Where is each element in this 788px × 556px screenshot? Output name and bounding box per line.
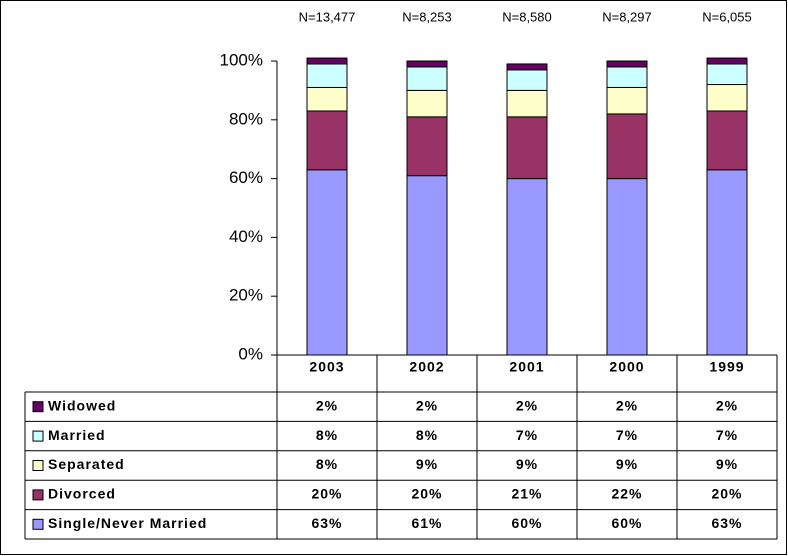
value-label: 20%: [311, 486, 342, 502]
bar-segment: [506, 116, 548, 180]
bar-segment: [506, 63, 548, 71]
legend-swatch: [32, 401, 44, 413]
x-tick-label: 2003: [309, 359, 344, 375]
bar-segment: [606, 66, 648, 88]
bar-segment: [506, 178, 548, 356]
bar-segment: [606, 113, 648, 180]
bar-segment: [306, 110, 348, 171]
y-tick-label: 60%: [229, 168, 263, 187]
value-label: 9%: [416, 456, 438, 472]
annotation: N=8,297: [602, 9, 652, 24]
x-tick-label: 1999: [709, 359, 744, 375]
bar-segment: [606, 86, 648, 115]
value-label: 2%: [316, 397, 338, 413]
bar-segment: [406, 66, 448, 91]
value-label: 61%: [411, 515, 442, 531]
value-label: 63%: [311, 515, 342, 531]
bar-segment: [306, 63, 348, 88]
x-tick-label: 2001: [509, 359, 544, 375]
value-label: 20%: [711, 486, 742, 502]
value-label: 7%: [516, 427, 538, 443]
bar-segment: [406, 89, 448, 118]
value-label: 2%: [416, 397, 438, 413]
y-tick-label: 20%: [229, 286, 263, 305]
legend-label: Widowed: [48, 397, 116, 413]
value-label: 20%: [411, 486, 442, 502]
bar-segment: [306, 86, 348, 112]
value-label: 7%: [616, 427, 638, 443]
x-tick-label: 2002: [409, 359, 444, 375]
value-label: 2%: [716, 397, 738, 413]
value-label: 63%: [711, 515, 742, 531]
value-label: 9%: [716, 456, 738, 472]
annotation: N=8,253: [402, 9, 452, 24]
annotation: N=8,580: [502, 9, 552, 24]
bar-segment: [306, 57, 348, 65]
value-label: 2%: [616, 397, 638, 413]
bar-segment: [606, 178, 648, 356]
annotation: N=13,477: [299, 9, 356, 24]
value-label: 21%: [511, 486, 542, 502]
value-label: 8%: [316, 427, 338, 443]
bar-segment: [506, 69, 548, 91]
legend-swatch: [32, 489, 44, 501]
bar-segment: [706, 169, 748, 356]
legend-label: Single/Never Married: [48, 515, 207, 531]
bar-segment: [706, 84, 748, 112]
legend-swatch: [32, 430, 44, 442]
value-label: 8%: [316, 456, 338, 472]
y-tick-label: 100%: [220, 50, 263, 69]
legend-swatch: [32, 518, 44, 530]
bar-segment: [706, 110, 748, 171]
legend-swatch: [32, 460, 44, 471]
bar-segment: [406, 175, 448, 356]
bar-segment: [406, 60, 448, 68]
y-tick-label: 80%: [229, 109, 263, 128]
legend-label: Separated: [48, 456, 125, 472]
value-label: 7%: [716, 427, 738, 443]
value-label: 60%: [611, 515, 642, 531]
bar-segment: [406, 116, 448, 177]
bar-segment: [706, 57, 748, 65]
annotation: N=6,055: [702, 9, 752, 24]
x-tick-label: 2000: [609, 359, 644, 375]
y-tick-label: 40%: [229, 227, 263, 246]
value-label: 2%: [516, 397, 538, 413]
y-tick-label: 0%: [238, 344, 263, 363]
value-label: 60%: [511, 515, 542, 531]
bar-segment: [306, 169, 348, 356]
bar-segment: [706, 63, 748, 86]
value-label: 8%: [416, 427, 438, 443]
value-label: 9%: [616, 456, 638, 472]
legend-label: Married: [48, 427, 106, 443]
legend-label: Divorced: [48, 486, 116, 502]
bar-segment: [506, 89, 548, 118]
bar-segment: [606, 60, 648, 68]
value-label: 22%: [611, 486, 642, 502]
value-label: 9%: [516, 456, 538, 472]
